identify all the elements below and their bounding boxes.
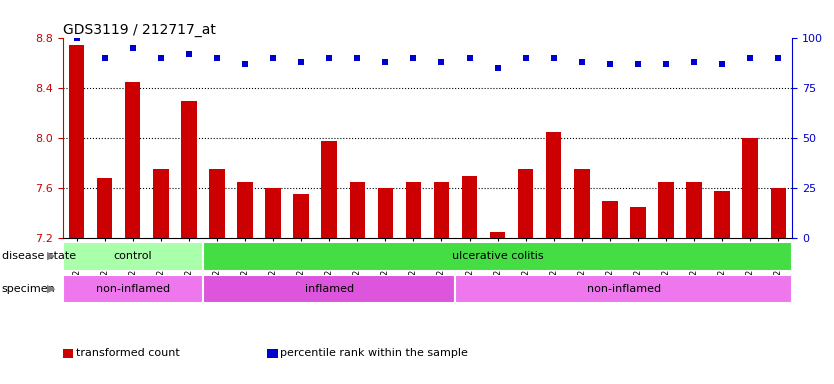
Bar [455, 275, 792, 303]
Point [575, 59, 589, 65]
Bar [686, 182, 701, 238]
Point [519, 55, 532, 61]
Bar [63, 242, 203, 271]
Bar [69, 45, 84, 238]
Point [154, 55, 168, 61]
Text: GDS3119 / 212717_at: GDS3119 / 212717_at [63, 23, 215, 37]
Bar [209, 169, 224, 238]
Point [463, 55, 476, 61]
Bar [742, 138, 758, 238]
Text: control: control [113, 251, 152, 262]
Point [126, 45, 139, 51]
Bar [378, 188, 393, 238]
Point [239, 61, 252, 68]
Text: ulcerative colitis: ulcerative colitis [452, 251, 544, 262]
Text: ▶: ▶ [48, 251, 56, 261]
Point [323, 55, 336, 61]
Bar [490, 232, 505, 238]
Text: specimen: specimen [2, 284, 55, 294]
Text: non-inflamed: non-inflamed [96, 284, 170, 294]
Bar [237, 182, 253, 238]
Point [603, 61, 616, 68]
Text: percentile rank within the sample: percentile rank within the sample [280, 348, 468, 358]
Point [744, 55, 757, 61]
Point [491, 65, 505, 71]
Point [435, 59, 448, 65]
Point [379, 59, 392, 65]
Bar [349, 182, 365, 238]
Point [547, 55, 560, 61]
Bar [574, 169, 590, 238]
Point [98, 55, 111, 61]
Bar [125, 82, 140, 238]
Point [210, 55, 224, 61]
Bar [294, 194, 309, 238]
Bar [771, 188, 786, 238]
Point [70, 35, 83, 41]
Bar [181, 101, 197, 238]
Point [294, 59, 308, 65]
Bar [518, 169, 534, 238]
Point [266, 55, 279, 61]
Point [350, 55, 364, 61]
Point [771, 55, 785, 61]
Bar [658, 182, 674, 238]
Bar [602, 200, 618, 238]
Bar [153, 169, 168, 238]
Bar [203, 275, 455, 303]
Bar [434, 182, 450, 238]
Point [716, 61, 729, 68]
Bar [63, 275, 203, 303]
Bar [405, 182, 421, 238]
Point [687, 59, 701, 65]
Bar [265, 188, 281, 238]
Bar [631, 207, 646, 238]
Bar [97, 178, 113, 238]
Bar [203, 242, 792, 271]
Bar [715, 190, 730, 238]
Text: disease state: disease state [2, 251, 76, 261]
Point [407, 55, 420, 61]
Text: inflamed: inflamed [304, 284, 354, 294]
Text: ▶: ▶ [48, 284, 56, 294]
Point [182, 51, 195, 58]
Point [660, 61, 673, 68]
Bar [462, 175, 477, 238]
Point [631, 61, 645, 68]
Bar [321, 141, 337, 238]
Text: non-inflamed: non-inflamed [587, 284, 661, 294]
Bar [546, 132, 561, 238]
Text: transformed count: transformed count [76, 348, 179, 358]
